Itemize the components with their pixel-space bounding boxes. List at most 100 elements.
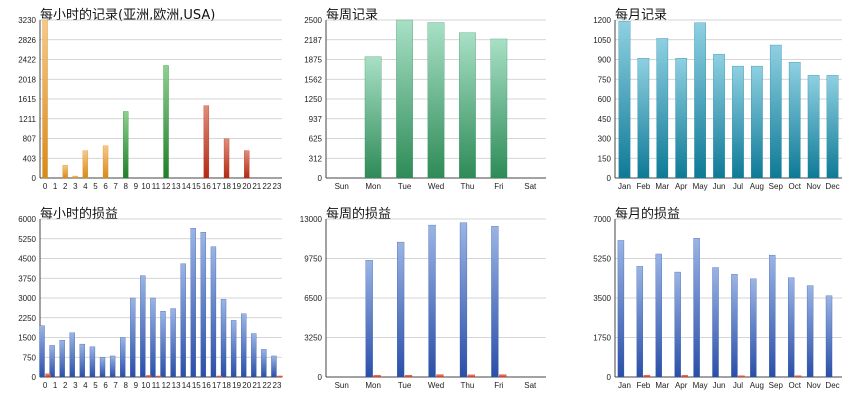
y-tick-label: 5250 [593,255,611,264]
y-tick-label: 2422 [18,56,36,65]
bar [826,75,839,179]
bar [170,308,176,378]
y-tick-label: 625 [309,135,323,144]
x-tick-label: Sun [335,381,349,390]
bar [750,278,757,378]
x-tick-label: Thu [461,182,475,191]
chart-title-weekly-profit: 每周的损益 [326,207,392,222]
x-tick-label: Thu [461,381,475,390]
y-tick-label: 750 [598,75,612,84]
bar [156,375,162,378]
x-tick-label: 0 [43,381,48,390]
y-tick-label: 0 [318,174,323,183]
y-tick-label: 2018 [18,75,36,84]
x-tick-label: Sun [335,182,349,191]
x-tick-label: 1 [53,182,58,191]
x-tick-label: 5 [93,381,98,390]
bar [491,226,499,378]
bar [428,224,436,378]
y-tick-label: 312 [309,154,323,163]
y-tick-label: 0 [32,373,37,382]
chart-title-weekly-records: 每周记录 [326,8,379,23]
bar [130,297,136,378]
bar [216,375,223,378]
bar [738,375,745,378]
bar [618,21,631,179]
bar [241,313,247,378]
bar [655,253,662,378]
bar [102,145,109,179]
x-tick-label: Nov [807,182,821,191]
x-tick-label: Jan [618,182,631,191]
x-tick-label: Fri [494,381,504,390]
bar [499,374,507,378]
x-tick-label: Feb [636,381,650,390]
bar [271,355,277,378]
x-tick-label: 9 [134,182,139,191]
bar [373,375,381,378]
x-tick-label: Sep [769,381,784,390]
x-tick-label: 16 [202,182,211,191]
bar [807,75,820,179]
bar [674,271,681,378]
x-tick-label: 18 [222,182,231,191]
x-tick-label: 7 [113,381,118,390]
bar [200,232,207,378]
y-tick-label: 2250 [18,314,36,323]
bar [160,311,166,378]
bar [45,373,51,378]
bar [150,297,156,378]
x-tick-label: 23 [273,381,282,390]
y-tick-label: 150 [598,154,612,163]
bar [769,44,782,179]
bar [675,58,688,179]
x-tick-label: 17 [212,381,221,390]
bar [244,150,250,179]
x-tick-label: Tue [398,381,412,390]
y-tick-label: 3250 [304,334,322,343]
y-tick-label: 13000 [300,215,323,224]
x-tick-label: 6 [103,182,108,191]
chart-panel-hourly-records: 每小时的记录(亚洲,欧洲,USA) 0 403 807 1211 1615 2018 242… [12,4,286,194]
bar [99,357,106,378]
bar [459,32,476,179]
bar [731,274,738,378]
x-tick-label: 12 [162,381,171,390]
bar [146,375,152,378]
bar [617,240,625,378]
y-tick-label: 937 [309,115,323,124]
chart-monthly-records: 0 150 300 450 600 750 900 1050 1200 Jan Feb Mar Apr M… [593,16,842,191]
y-tick-label: 3000 [18,294,36,303]
bar [39,325,45,378]
y-tick-label: 450 [598,115,612,124]
x-tick-label: Oct [788,381,801,390]
bar [203,105,210,179]
y-tick-label: 807 [23,135,37,144]
bar [643,375,651,378]
x-tick-label: 22 [262,381,271,390]
y-tick-label: 2500 [304,16,322,25]
chart-monthly-profit: 0 1750 3500 5250 7000 Jan Feb Mar Apr May Jun Jul Au… [593,215,842,390]
y-tick-label: 3750 [18,274,36,283]
bar [788,61,801,179]
y-tick-label: 6000 [18,215,36,224]
x-tick-label: 21 [252,381,261,390]
x-tick-label: 13 [172,381,181,390]
bar [180,263,186,378]
x-tick-label: 15 [192,381,201,390]
x-tick-label: 14 [182,381,191,390]
x-tick-label: Dec [825,381,839,390]
bar [62,165,68,179]
x-tick-label: 7 [113,182,118,191]
chart-panel-weekly-records: 每周记录 0 312 625 937 1250 1562 1875 2187 2500 Sun Mo… [298,4,550,194]
x-tick-label: Apr [675,381,688,390]
x-tick-label: Jul [733,182,743,191]
bar [795,375,802,378]
x-tick-label: 4 [83,182,88,191]
bar [396,19,413,179]
x-tick-label: Fri [494,182,504,191]
bar [397,241,405,378]
bar [769,254,776,378]
bar [277,375,283,378]
